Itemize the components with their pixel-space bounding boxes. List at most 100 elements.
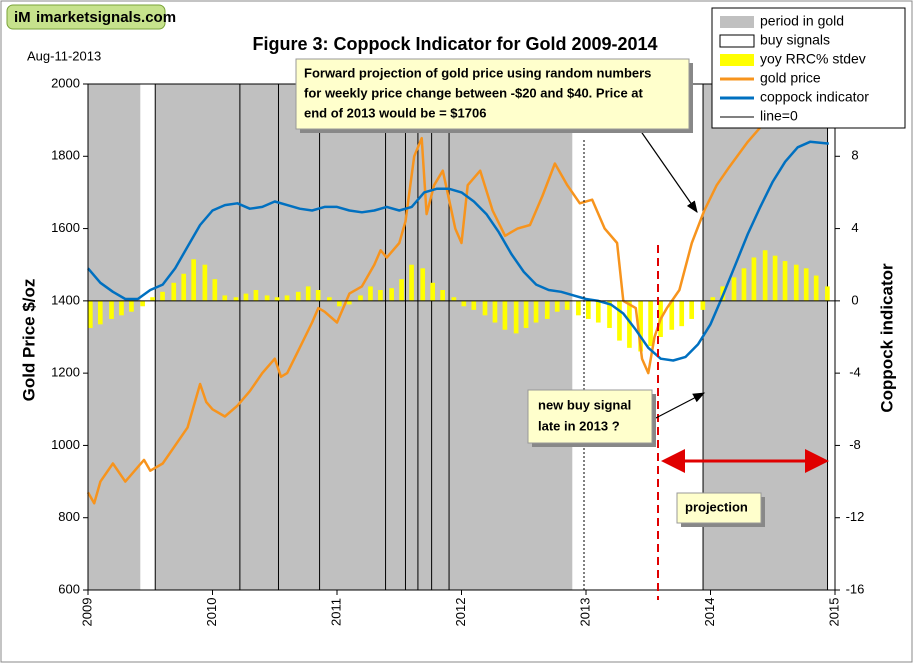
- x-tick-label: 2011: [328, 598, 343, 626]
- y-tick-label: 1000: [51, 437, 80, 452]
- annotation-arrow: [639, 129, 698, 213]
- bar: [233, 297, 239, 301]
- bar: [368, 286, 373, 301]
- bar: [825, 286, 830, 301]
- bar: [378, 290, 383, 301]
- bar: [762, 250, 768, 301]
- y-tick-label: 1400: [51, 292, 80, 307]
- legend: period in gold buy signals yoy RRC% stdev g…: [711, 7, 906, 129]
- annotation-box: [527, 389, 653, 444]
- annotation-box: [676, 492, 762, 524]
- bar: [689, 300, 695, 319]
- bar: [533, 300, 539, 323]
- bar: [576, 300, 581, 316]
- bar: [492, 300, 498, 323]
- bar: [710, 297, 716, 301]
- x-tick-label: 2009: [79, 598, 94, 627]
- bar: [264, 295, 270, 301]
- y2-tick-label: -8: [849, 437, 861, 452]
- bar: [544, 300, 550, 319]
- bar: [607, 300, 612, 328]
- line: [86, 126, 762, 505]
- bar: [471, 300, 477, 310]
- bar: [97, 300, 103, 325]
- bar: [772, 255, 778, 301]
- chart-title: Figure 3: Coppock Indicator for Gold 200…: [252, 34, 657, 54]
- bar: [440, 290, 446, 301]
- bar: [181, 273, 187, 301]
- y2-tick-label: -16: [846, 581, 865, 596]
- y2-tick-label: 4: [851, 220, 858, 235]
- annotation-text: end of 2013 would be = $1706: [304, 105, 486, 120]
- bar: [803, 268, 809, 301]
- bar: [513, 300, 519, 334]
- bar: [274, 297, 280, 301]
- y-tick-label: 2000: [51, 75, 80, 90]
- bar: [119, 300, 124, 316]
- date: Aug-11-2013: [27, 48, 101, 63]
- bar: [420, 268, 426, 301]
- x-tick-label: 2015: [826, 598, 841, 627]
- bar: [617, 300, 622, 341]
- y2-tick-label: 0: [851, 292, 858, 307]
- y2-axis-title: Coppock indicator: [877, 263, 896, 413]
- annotation-text: projection: [685, 499, 748, 514]
- line: [87, 140, 829, 362]
- bar: [222, 295, 228, 301]
- bar: [430, 282, 436, 301]
- bar: [731, 277, 737, 301]
- bar: [171, 282, 177, 301]
- bar: [648, 300, 653, 347]
- annotation-text: late in 2013 ?: [538, 418, 620, 433]
- bar: [243, 293, 249, 301]
- bar: [679, 300, 685, 327]
- x-tick-label: 2014: [702, 598, 717, 627]
- bar: [327, 297, 332, 301]
- bar: [813, 275, 819, 301]
- bar: [399, 279, 404, 301]
- y-tick-label: 1200: [51, 365, 80, 380]
- bar: [741, 268, 747, 301]
- bar: [700, 300, 706, 310]
- bar: [88, 300, 93, 328]
- annotation-box: [295, 58, 690, 130]
- annotation-text: new buy signal: [538, 397, 631, 412]
- bar: [523, 300, 529, 328]
- legend-label: buy signals: [760, 32, 830, 48]
- annotation-text: for weekly price change between -$20 and…: [304, 85, 644, 100]
- legend-swatch: [720, 16, 754, 28]
- x-tick-label: 2013: [577, 598, 592, 627]
- bar: [253, 290, 259, 301]
- bar: [129, 300, 134, 312]
- watermark: imarketsignals.com: [36, 9, 176, 26]
- gold-period: [88, 84, 141, 590]
- bar: [669, 300, 675, 330]
- bar: [389, 288, 394, 301]
- bar: [782, 261, 788, 301]
- x-tick-label: 2012: [453, 598, 468, 627]
- bar: [586, 300, 591, 319]
- bar: [140, 300, 145, 307]
- y-tick-label: 1800: [51, 148, 80, 163]
- bar: [337, 300, 342, 307]
- bar: [202, 264, 208, 301]
- bar: [160, 291, 165, 301]
- bar: [627, 300, 632, 348]
- bar: [451, 297, 457, 301]
- bar: [793, 264, 799, 301]
- legend-label: period in gold: [760, 13, 844, 29]
- bar: [315, 290, 321, 301]
- x-tick-label: 2010: [204, 598, 219, 627]
- bar: [638, 300, 643, 352]
- legend-label: coppock indicator: [760, 89, 869, 105]
- plot-area: 600 800 1000 1200 1400 1600 1800 2000 -16 -12 -8 -4…: [51, 75, 864, 626]
- legend-label: gold price: [760, 70, 821, 86]
- bar: [564, 300, 570, 310]
- bar: [305, 286, 311, 301]
- legend-swatch: [719, 34, 755, 48]
- bar: [191, 259, 197, 301]
- bar: [109, 300, 114, 319]
- y-tick-label: 1600: [51, 220, 80, 235]
